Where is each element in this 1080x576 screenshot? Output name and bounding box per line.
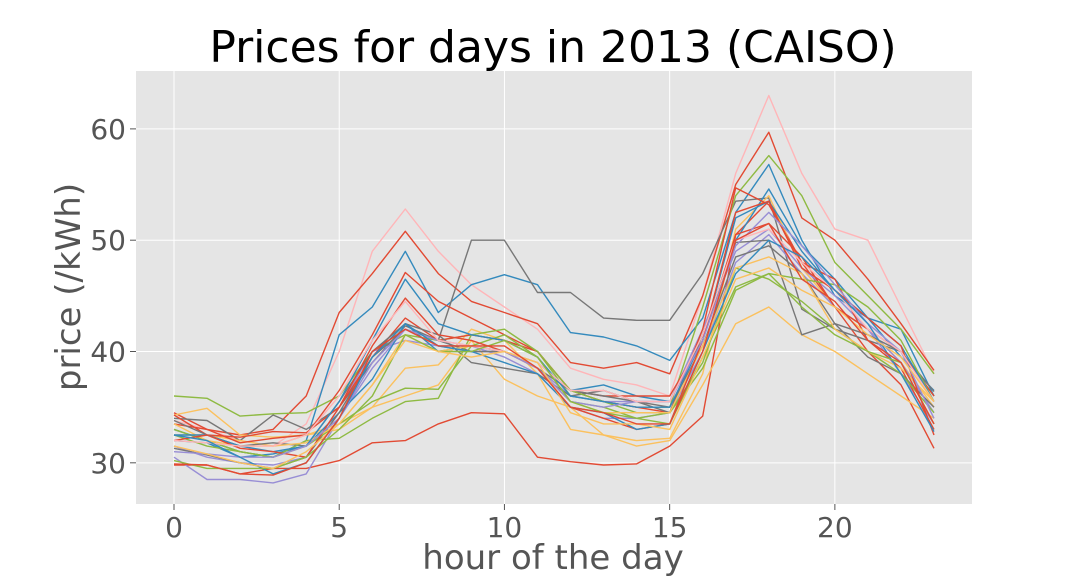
x-axis-label: hour of the day: [422, 538, 683, 576]
x-tick-label: 10: [487, 511, 523, 544]
x-tick-label: 0: [165, 511, 183, 544]
y-tick-label: 30: [90, 447, 126, 480]
y-tick-label: 60: [90, 113, 126, 146]
x-tick-label: 5: [330, 511, 348, 544]
series-line-22: [173, 228, 935, 447]
y-tick-label: 40: [90, 336, 126, 369]
series-line-6: [173, 154, 935, 417]
series-line-26: [173, 222, 935, 476]
series-line-2: [173, 131, 935, 436]
y-axis-label: price (/kWh): [49, 183, 89, 391]
series-line-24: [173, 272, 935, 470]
plot-area: [136, 71, 972, 504]
x-axis-ticks: 0 5 10 15 20: [165, 504, 853, 544]
x-tick-label: 20: [817, 511, 853, 544]
x-tick-label: 15: [652, 511, 688, 544]
chart-title: Prices for days in 2013 (CAISO): [209, 22, 896, 73]
series-line-3: [174, 200, 935, 475]
y-tick-label: 50: [90, 224, 126, 257]
series-line-21: [173, 211, 935, 458]
grid-lines: [136, 71, 972, 504]
y-axis-ticks: 30 40 50 60: [90, 113, 136, 480]
series-lines: [173, 94, 935, 484]
